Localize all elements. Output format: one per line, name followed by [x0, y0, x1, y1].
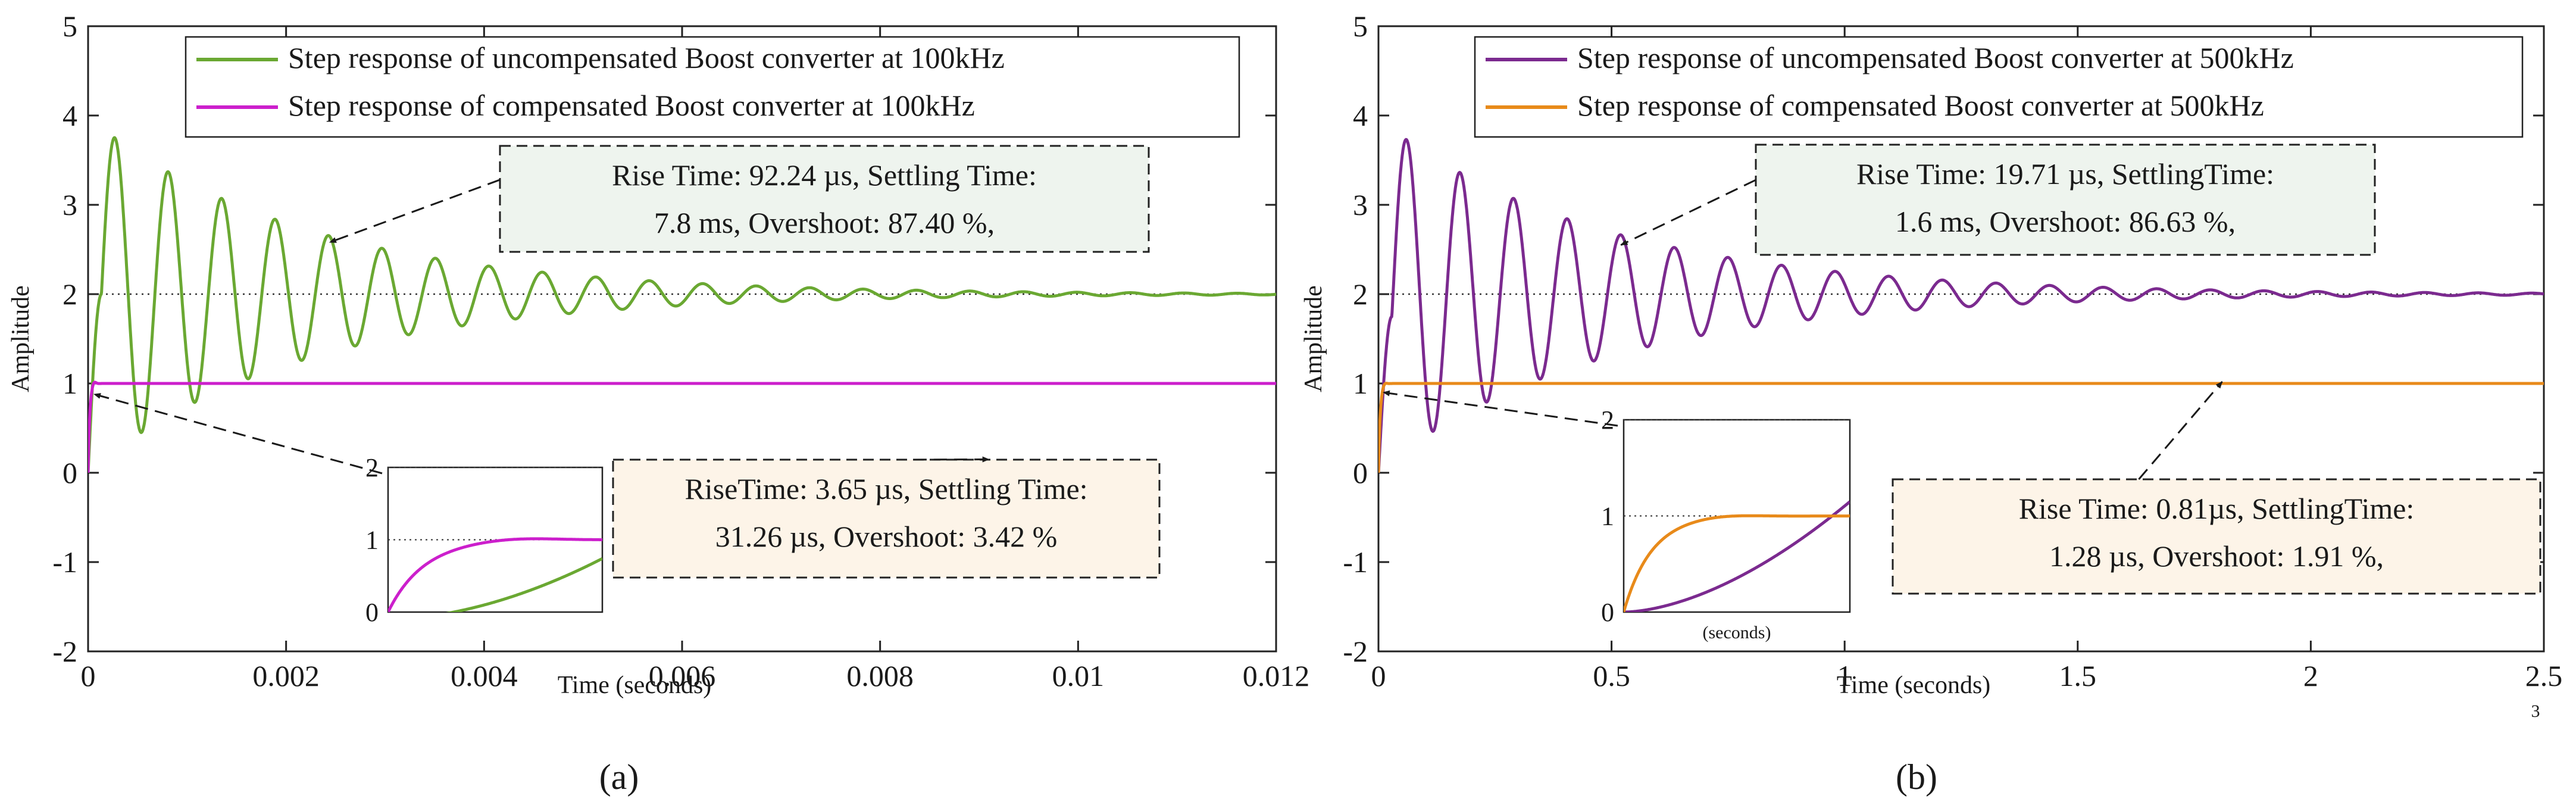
x-tick-label: 2	[2303, 659, 2318, 692]
inset-pointer-arrow	[93, 393, 383, 475]
inset-series-line-2	[1624, 514, 1850, 612]
inset-y-tick-label: 1	[1601, 502, 1614, 531]
legend-entry-2: Step response of compensated Boost conve…	[288, 89, 975, 122]
y-tick-label: 4	[62, 99, 77, 132]
annotation-arrow-1	[1620, 179, 1756, 246]
corner-note: 3	[2531, 701, 2540, 721]
x-tick-label: 0.008	[846, 659, 914, 692]
y-axis-label: Amplitude	[1300, 285, 1327, 392]
annotation-text-2: RiseTime: 3.65 µs, Settling Time:	[684, 472, 1087, 506]
legend-entry-1: Step response of uncompensated Boost con…	[288, 41, 1005, 74]
annotation-text-1: 7.8 ms, Overshoot: 87.40 %,	[654, 206, 995, 239]
y-tick-label: 3	[62, 188, 77, 221]
series-line-1	[88, 136, 1276, 473]
y-tick-label: 3	[1353, 188, 1368, 221]
x-axis-label: Time (seconds)	[558, 672, 712, 699]
x-tick-label: 0.006	[649, 659, 716, 692]
inset-series-line-1	[445, 557, 602, 612]
legend-entry-1: Step response of uncompensated Boost con…	[1577, 41, 2294, 74]
annotation-text-1: Rise Time: 19.71 µs, SettlingTime:	[1856, 157, 2274, 191]
annotation-text-2: Rise Time: 0.81µs, SettlingTime:	[2019, 492, 2415, 525]
x-tick-label: 0	[1371, 659, 1386, 692]
legend-entry-2: Step response of compensated Boost conve…	[1577, 89, 2264, 122]
panel-caption: (a)	[599, 757, 639, 797]
annotation-arrow-1	[329, 179, 501, 244]
annotation-text-2: 1.28 µs, Overshoot: 1.91 %,	[2049, 539, 2384, 573]
inset-y-tick-label: 0	[1601, 598, 1614, 627]
series-line-2	[1378, 382, 2544, 473]
y-tick-label: 1	[1353, 367, 1368, 400]
annotation-arrow-2	[2138, 381, 2223, 480]
x-axis-label: Time (seconds)	[1837, 672, 1991, 699]
legend-box	[185, 36, 1240, 138]
inset-series-line-2	[388, 537, 602, 612]
inset-series-line-1	[1624, 500, 1850, 612]
x-tick-label: 2.5	[2525, 659, 2563, 692]
y-tick-label: -1	[52, 545, 77, 579]
x-tick-label: 0	[81, 659, 96, 692]
panel-a: 0 0.002 0.004 0.006 0.008 0.01 0.012 -2 -1 0 1 2 3 4 5…	[7, 10, 1309, 797]
annotation-box-2	[1892, 478, 2541, 595]
x-tick-label: 0.004	[451, 659, 518, 692]
annotation-box-1	[499, 145, 1150, 253]
y-tick-label: -2	[52, 635, 77, 668]
annotation-text-1: 1.6 ms, Overshoot: 86.63 %,	[1895, 205, 2236, 238]
inset-y-tick-label: 2	[365, 453, 379, 482]
annotation-box-1	[1755, 143, 2376, 256]
y-tick-label: 5	[1353, 10, 1368, 43]
x-tick-label: 0.5	[1593, 659, 1630, 692]
annotation-text-1: Rise Time: 92.24 µs, Settling Time:	[612, 158, 1037, 192]
legend-box	[1474, 36, 2524, 138]
annotation-text-2: 31.26 µs, Overshoot: 3.42 %	[715, 520, 1058, 553]
y-tick-label: 2	[62, 277, 77, 311]
y-tick-label: 4	[1353, 99, 1368, 132]
y-tick-label: -1	[1343, 545, 1368, 579]
y-tick-label: 0	[62, 456, 77, 489]
y-axis-label: Amplitude	[7, 285, 35, 392]
y-tick-label: 2	[1353, 277, 1368, 311]
inset-y-tick-label: 1	[365, 526, 379, 555]
inset-y-tick-label: 0	[365, 598, 379, 627]
y-tick-label: -2	[1343, 635, 1368, 668]
annotation-box-2	[612, 458, 1161, 579]
series-line-1	[1378, 138, 2544, 473]
x-tick-label: 0.002	[252, 659, 320, 692]
panel-caption: (b)	[1896, 757, 1937, 797]
y-tick-label: 5	[62, 10, 77, 43]
inset-x-label: (seconds)	[1703, 623, 1771, 642]
series-line-2	[88, 380, 1276, 473]
y-tick-label: 0	[1353, 456, 1368, 489]
x-tick-label: 0.012	[1243, 659, 1310, 692]
x-tick-label: 1.5	[2059, 659, 2097, 692]
x-tick-label: 0.01	[1052, 659, 1105, 692]
panel-b: 0 0.5 1 1.5 2 2.5 -2 -1 0 1 2 3 4 5 Time (seconds) Ampl…	[1300, 10, 2562, 797]
y-tick-label: 1	[62, 367, 77, 400]
x-tick-label: 1	[1837, 659, 1852, 692]
inset-y-tick-label: 2	[1601, 405, 1614, 435]
